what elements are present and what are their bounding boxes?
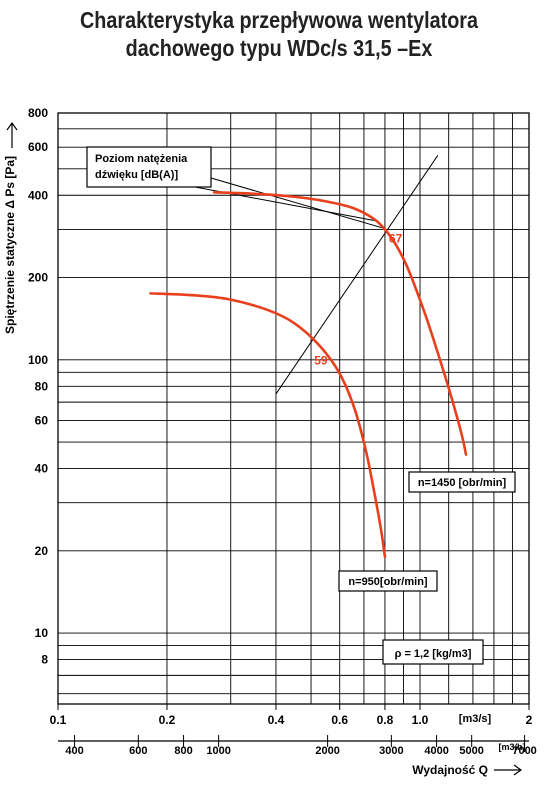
x-secondary-tick-label: 2000 [315, 745, 339, 757]
series-label-n1450: n=1450 [obr/min] [418, 477, 507, 489]
noise-legend-box [86, 146, 212, 188]
y-tick-label: 60 [35, 413, 49, 427]
x-tick-label: 0.8 [377, 713, 394, 727]
y-tick-label: 800 [28, 106, 48, 120]
series-layer: n=1450 [obr/min] n=950[obr/min] [149, 191, 516, 592]
x-secondary-tick-label: 600 [129, 745, 147, 757]
y-axis-label: Spiętrzenie statyczne Δ Ps [Pa] [3, 156, 17, 334]
noise-legend-line-2: dźwięku [dB(A)] [95, 169, 178, 181]
y-tick-label: 100 [28, 353, 48, 367]
y-tick-label: 200 [28, 271, 48, 285]
x-axis-arrowhead [513, 764, 523, 776]
series-label-box [338, 570, 438, 592]
series-label-n950: n=950[obr/min] [348, 576, 427, 588]
density-label: ρ = 1,2 [kg/m3] [395, 648, 472, 660]
y-axis-ticks: 8 10 20 40 60 80 100 200 400 600 800 [28, 106, 48, 667]
x-unit-secondary: [m3/h] [499, 742, 526, 752]
y-tick-label: 400 [28, 188, 48, 202]
x-tick-label: 1.0 [412, 713, 429, 727]
noise-leader-line [210, 177, 386, 230]
series-line-n1450 [212, 191, 468, 456]
x-unit-primary: [m3/s] [459, 713, 492, 725]
x-axis-label: Wydajność Q [412, 763, 488, 777]
x-secondary-tick-label: 5000 [459, 745, 483, 757]
x-secondary-tick-label: 4000 [424, 745, 448, 757]
series-label-box [408, 471, 516, 493]
noise-label-67: 67 [389, 232, 403, 246]
plot-frame [57, 112, 530, 705]
y-tick-label: 10 [35, 626, 49, 640]
x-secondary-tick-label: 1000 [206, 745, 230, 757]
chart-title-line-1: Charakterystyka przepływowa wentylatora [80, 7, 478, 33]
y-tick-label: 600 [28, 140, 48, 154]
x-secondary-tick-label: 800 [174, 745, 192, 757]
y-tick-label: 80 [35, 379, 49, 393]
annotations: Poziom natężenia dźwięku [dB(A)] 67 59 ρ = 1… [86, 146, 484, 665]
chart-title-line-2: dachowego typu WDc/s 31,5 –Ex [125, 35, 433, 61]
x-tick-label: 0.2 [159, 713, 176, 727]
noise-level-line [275, 155, 439, 395]
x-tick-label: 2 [526, 713, 533, 727]
y-axis-arrowhead [6, 121, 18, 131]
y-tick-label: 20 [35, 544, 49, 558]
x-secondary-tick-label: 400 [65, 745, 83, 757]
x-tick-label: 0.6 [331, 713, 348, 727]
axis-labels: Wydajność Q Spiętrzenie statyczne Δ Ps [P… [3, 121, 523, 777]
x-tick-label: 0.4 [268, 713, 285, 727]
y-tick-label: 8 [41, 653, 48, 667]
x-secondary-tick-label: 7000 [512, 745, 536, 757]
x-secondary-tick-label: 3000 [379, 745, 403, 757]
noise-legend-line-1: Poziom natężenia [95, 153, 188, 165]
noise-label-59: 59 [314, 353, 328, 367]
x-axis-secondary-ticks: 400 600 800 1000 2000 3000 4000 5000 7000[m3/h] [65, 735, 537, 757]
density-box [382, 639, 484, 665]
x-tick-label: 0.1 [50, 713, 67, 727]
chart-title: Charakterystyka przepływowa wentylatora … [0, 6, 558, 62]
y-tick-label: 40 [35, 462, 49, 476]
x-axis-primary-ticks: 0.1 0.2 0.4 0.6 0.8 1.0 2 [m3/s] [50, 704, 533, 727]
series-line-n950 [149, 292, 387, 559]
